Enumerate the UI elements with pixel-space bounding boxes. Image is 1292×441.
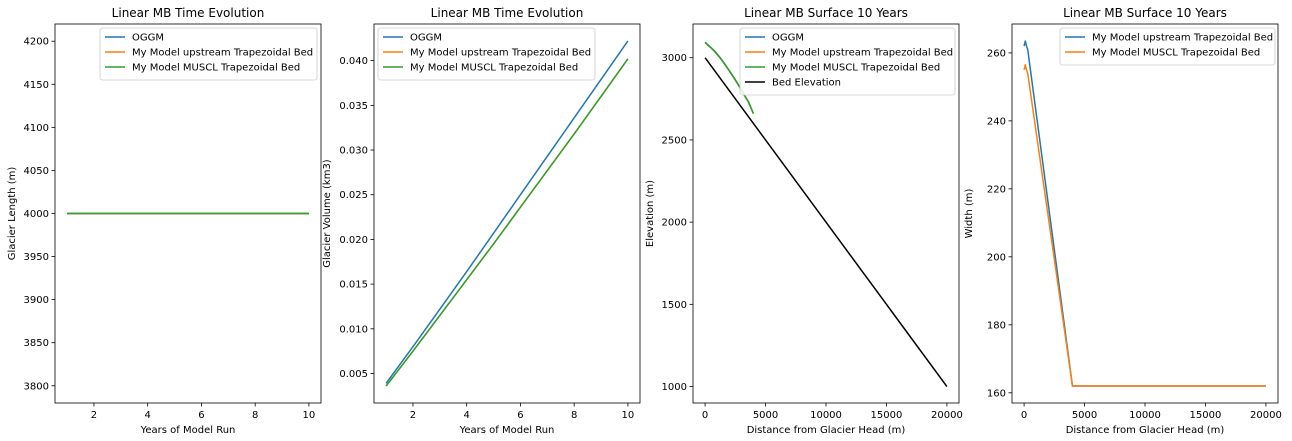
y-tick-label: 0.025	[339, 190, 368, 201]
legend: OGGM My Model upstream Trapezoidal Bed My …	[739, 27, 956, 96]
legend-box	[99, 27, 318, 81]
legend-label: My Model MUSCL Trapezoidal Bed	[410, 63, 578, 74]
y-tick-label: 0.040	[339, 56, 368, 67]
y-tick-label: 220	[987, 184, 1006, 195]
y-tick-label: 2000	[662, 218, 687, 229]
chart-title: Linear MB Surface 10 Years	[1063, 6, 1227, 20]
y-tick-label: 4050	[24, 166, 49, 177]
legend: My Model upstream Trapezoidal Bed My Mode…	[1059, 27, 1276, 66]
x-tick-label: 0	[1021, 410, 1027, 421]
x-tick-label: 6	[198, 410, 204, 421]
axes-frame	[54, 23, 322, 404]
y-tick-label: 0.010	[339, 324, 368, 335]
axes-frame	[373, 23, 641, 404]
legend: OGGM My Model upstream Trapezoidal Bed My …	[377, 27, 596, 81]
x-tick-label: 5000	[753, 410, 778, 421]
y-tick-label: 3950	[24, 252, 49, 263]
chart-title: Linear MB Time Evolution	[431, 6, 584, 20]
y-tick-label: 3800	[24, 381, 49, 392]
x-tick-label: 8	[571, 410, 577, 421]
chart-title: Linear MB Time Evolution	[112, 6, 265, 20]
y-axis-label: Glacier Volume (km3)	[322, 159, 333, 268]
x-tick-label: 15000	[1190, 410, 1222, 421]
legend: OGGM My Model upstream Trapezoidal Bed My …	[99, 27, 318, 81]
x-tick-label: 20000	[1250, 410, 1282, 421]
x-tick-label: 2	[91, 410, 97, 421]
x-tick-label: 20000	[931, 410, 963, 421]
y-tick-label: 3850	[24, 338, 49, 349]
legend-label: My Model upstream Trapezoidal Bed	[132, 48, 313, 59]
y-tick-label: 0.015	[339, 280, 368, 291]
x-tick-label: 10	[622, 410, 635, 421]
y-tick-label: 4000	[24, 209, 49, 220]
legend-label: My Model upstream Trapezoidal Bed	[1092, 33, 1273, 44]
y-tick-label: 1500	[662, 300, 687, 311]
chart-panel-4: Linear MB Surface 10 Years 0 5000 10000 1500…	[964, 6, 1282, 436]
x-axis-label: Distance from Glacier Head (m)	[1066, 425, 1225, 436]
series-line	[1023, 40, 1266, 387]
legend-label: OGGM	[132, 33, 164, 44]
x-tick-label: 2	[410, 410, 416, 421]
y-axis-label: Glacier Length (m)	[7, 167, 18, 261]
x-axis-label: Years of Model Run	[140, 425, 236, 436]
legend-box	[377, 27, 596, 81]
legend-box	[1059, 27, 1276, 66]
y-tick-label: 0.030	[339, 146, 368, 157]
legend-label: My Model MUSCL Trapezoidal Bed	[1092, 48, 1260, 59]
x-tick-label: 10000	[1129, 410, 1161, 421]
y-tick-label: 200	[987, 252, 1006, 263]
x-tick-label: 5000	[1072, 410, 1097, 421]
legend-label: My Model MUSCL Trapezoidal Bed	[132, 63, 300, 74]
series-line	[385, 40, 629, 384]
x-tick-label: 6	[517, 410, 523, 421]
series-line	[704, 57, 948, 388]
y-tick-label: 4100	[24, 123, 49, 134]
x-axis-label: Distance from Glacier Head (m)	[747, 425, 906, 436]
series-line	[704, 41, 755, 114]
y-tick-label: 0.035	[339, 101, 368, 112]
y-tick-label: 260	[987, 48, 1006, 59]
x-tick-label: 4	[464, 410, 470, 421]
chart-panel-3: Linear MB Surface 10 Years 0 5000 10000 1500…	[645, 6, 963, 436]
x-tick-label: 0	[702, 410, 708, 421]
legend-label: My Model MUSCL Trapezoidal Bed	[772, 63, 940, 74]
y-tick-label: 180	[987, 320, 1006, 331]
x-tick-label: 4	[145, 410, 151, 421]
series-group	[385, 40, 629, 387]
y-tick-label: 4200	[24, 37, 49, 48]
legend-label: OGGM	[410, 33, 442, 44]
x-tick-label: 8	[252, 410, 258, 421]
chart-title: Linear MB Surface 10 Years	[744, 6, 908, 20]
legend-label: OGGM	[772, 33, 804, 44]
y-tick-label: 0.020	[339, 235, 368, 246]
y-tick-label: 2500	[662, 135, 687, 146]
y-axis-label: Elevation (m)	[645, 180, 656, 247]
y-tick-label: 3000	[662, 53, 687, 64]
axes-frame	[692, 23, 960, 404]
legend-label: My Model upstream Trapezoidal Bed	[410, 48, 591, 59]
y-axis-label: Width (m)	[964, 189, 975, 239]
x-tick-label: 10000	[810, 410, 842, 421]
y-tick-label: 240	[987, 116, 1006, 127]
chart-panel-2: Linear MB Time Evolution 2 4 6 8 10 0.005 0.010…	[322, 6, 641, 436]
series-line	[385, 58, 629, 387]
y-tick-label: 160	[987, 388, 1006, 399]
y-tick-label: 0.005	[339, 369, 368, 380]
legend-label: Bed Elevation	[772, 78, 841, 89]
series-group	[1023, 40, 1266, 387]
x-axis-label: Years of Model Run	[459, 425, 555, 436]
series-line	[1023, 64, 1266, 387]
y-tick-label: 3900	[24, 295, 49, 306]
y-tick-label: 1000	[662, 382, 687, 393]
y-tick-label: 4150	[24, 80, 49, 91]
x-tick-label: 10	[303, 410, 316, 421]
x-tick-label: 15000	[871, 410, 903, 421]
legend-box	[739, 27, 956, 96]
chart-panel-1: Linear MB Time Evolution 2 4 6 8 10 3800 3850 39…	[7, 6, 322, 436]
legend-label: My Model upstream Trapezoidal Bed	[772, 48, 953, 59]
series-line	[385, 58, 629, 387]
axes-frame	[1011, 23, 1279, 404]
